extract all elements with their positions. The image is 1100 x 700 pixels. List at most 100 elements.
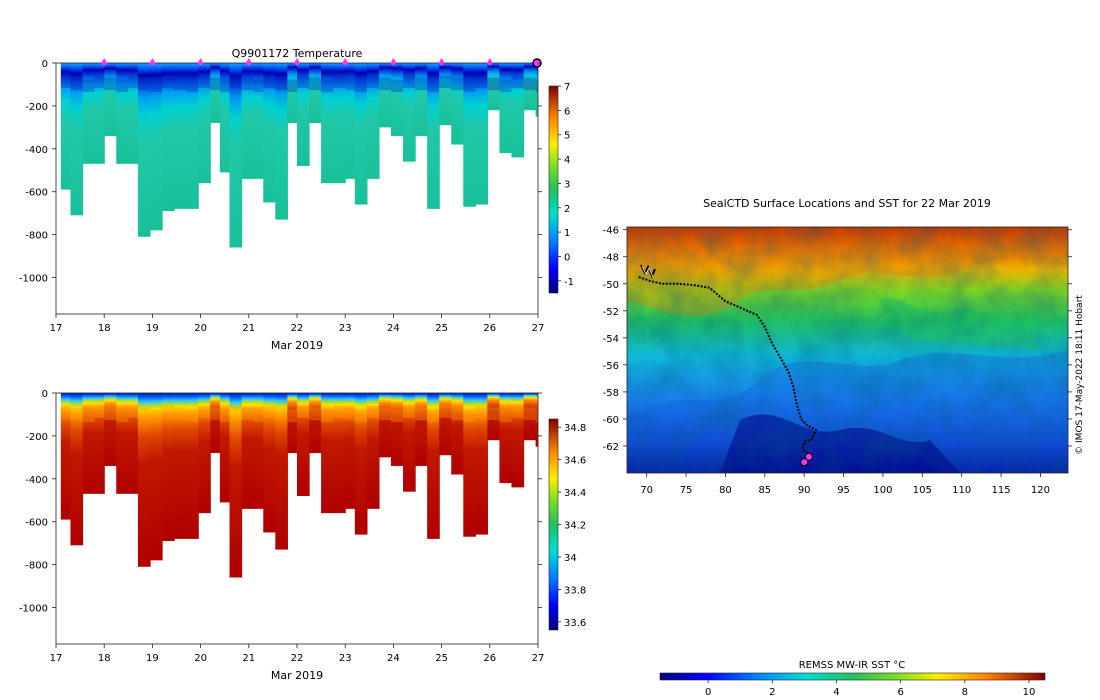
profile-column (451, 63, 464, 145)
salinity-colorbar-ticks: 34.8 34.6 34.4 34.2 34 33.8 33.6 (558, 423, 586, 629)
profile-band (523, 77, 537, 91)
map-y-tick-label: -46 (603, 226, 619, 237)
profile-band (403, 405, 416, 419)
colorbar-tick-label: 4 (564, 155, 570, 166)
sst-colorbar-tick-label: 8 (962, 687, 968, 698)
salinity-x-axis: 17 18 19 20 21 22 23 24 25 26 27 (50, 644, 545, 664)
colorbar-tick-label: 1 (564, 228, 570, 239)
x-tick-label: 26 (483, 653, 496, 664)
profile-column (137, 63, 151, 237)
map-x-tick-label: 95 (837, 485, 850, 496)
x-tick-label: 17 (50, 323, 63, 334)
temperature-x-axis: 17 18 19 20 21 22 23 24 25 26 27 (50, 314, 544, 334)
profile-band (229, 75, 243, 89)
sst-colorbar-tick-label: 2 (769, 687, 775, 698)
profile-band (128, 75, 139, 89)
x-tick-label: 27 (532, 653, 545, 664)
profile-band (149, 79, 163, 93)
seal-location-marker (804, 452, 813, 461)
profile-band (287, 409, 298, 423)
x-tick-label: 20 (194, 653, 207, 664)
profile-column (128, 63, 139, 164)
profile-column (241, 393, 255, 509)
map-y-tick-label: -54 (603, 334, 619, 345)
profile-column (263, 63, 276, 203)
x-tick-label: 17 (50, 653, 63, 664)
map-x-axis: 70 75 80 85 90 95 100 105 110 115 120 (640, 473, 1050, 496)
profile-column (297, 393, 310, 496)
profile-band (149, 409, 163, 423)
profile-band (186, 409, 199, 423)
profile-band (511, 75, 525, 89)
profile-band (174, 77, 187, 91)
seal-track (638, 276, 818, 460)
profile-band (241, 77, 255, 91)
profile-band (439, 405, 452, 419)
y-tick-label: 0 (42, 59, 48, 70)
profile-column (174, 393, 187, 539)
profile-band (94, 405, 105, 419)
profile-band (241, 407, 255, 421)
profile-column (354, 63, 368, 205)
map-y-tick-label: -56 (603, 361, 619, 372)
profile-column (275, 63, 288, 220)
map-y-tick-label: -52 (603, 307, 619, 318)
profile-band (116, 79, 129, 93)
profile-column (321, 393, 334, 514)
profile-column (186, 63, 199, 209)
x-tick-label: 24 (387, 653, 400, 664)
profile-column (186, 393, 199, 539)
surface-marker (390, 58, 397, 66)
colorbar-tick-label: 34.8 (564, 423, 586, 434)
profile-column (94, 393, 105, 494)
x-tick-label: 24 (387, 323, 400, 334)
profile-band (415, 407, 428, 421)
x-tick-label: 23 (339, 653, 352, 664)
profile-band (128, 405, 139, 419)
profile-band (275, 407, 288, 421)
salinity-y-axis: 0 -200 -400 -600 -800 -1000 (19, 389, 542, 615)
colorbar-tick-label: 33.6 (564, 618, 586, 629)
profile-column (104, 393, 117, 466)
profile-column (219, 393, 231, 503)
profile-band (345, 77, 356, 91)
profile-band (94, 75, 105, 89)
sst-texture (627, 227, 1068, 473)
profile-column (287, 63, 298, 124)
profile-column (354, 393, 368, 535)
profile-band (390, 409, 404, 423)
profile-band (60, 405, 72, 419)
profile-column (511, 63, 525, 158)
profile-column (263, 393, 276, 533)
profile-column (463, 63, 476, 207)
profile-band (297, 405, 310, 419)
y-tick-label: -600 (25, 518, 48, 529)
salinity-colorbar (548, 418, 559, 631)
profile-column (149, 393, 163, 561)
profile-band (378, 77, 392, 91)
profile-column (390, 393, 404, 466)
profile-column (463, 393, 476, 537)
temperature-panel: Q9901172 Temperature 0 -200 -400 -600 -800 -1… (19, 47, 574, 352)
surface-marker (101, 58, 108, 66)
surface-marker (438, 58, 445, 66)
y-tick-label: -200 (25, 432, 48, 443)
map-y-tick-label: -62 (603, 442, 619, 453)
y-tick-label: -1000 (19, 604, 48, 615)
colorbar-tick-label: 7 (564, 82, 570, 93)
profile-column (116, 63, 129, 164)
map-x-tick-label: 100 (873, 485, 892, 496)
x-tick-label: 19 (146, 653, 159, 664)
profile-column (297, 63, 310, 166)
seal-locations (800, 452, 813, 467)
profile-band (297, 75, 310, 89)
profile-column (378, 63, 392, 128)
colorbar-tick-label: 0 (564, 252, 570, 263)
sst-colorbar-tick-label: 10 (1023, 687, 1036, 698)
profile-column (475, 63, 488, 205)
temperature-profiles (60, 63, 538, 248)
x-tick-label: 25 (435, 653, 448, 664)
profile-band (104, 407, 117, 421)
profile-column (427, 63, 440, 209)
profile-band (186, 79, 199, 93)
